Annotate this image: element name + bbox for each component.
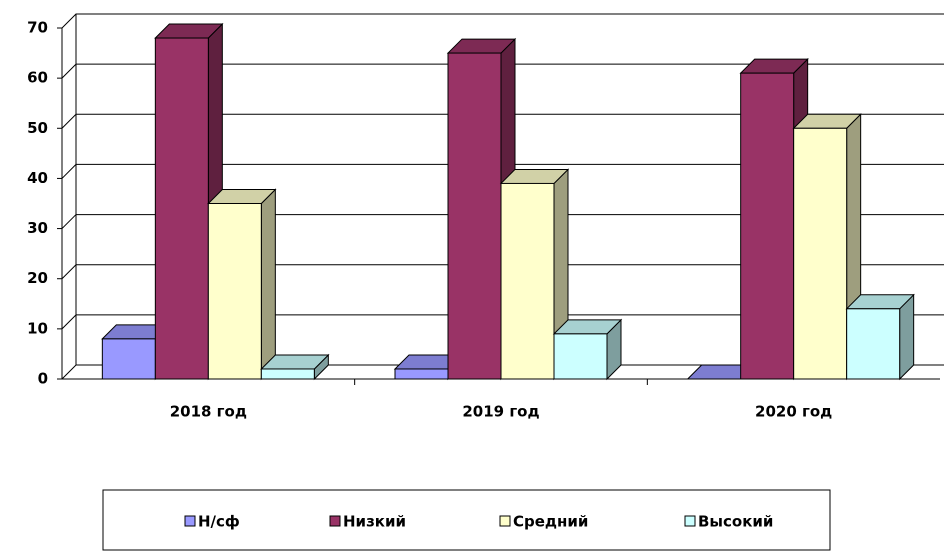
y-tick-label: 30 <box>27 219 48 237</box>
bar <box>207 203 262 380</box>
y-tick-label: 40 <box>27 169 48 187</box>
bar-group <box>552 318 623 381</box>
bar <box>500 182 555 380</box>
y-tick-label: 70 <box>27 19 48 37</box>
y-tick-label: 20 <box>27 269 48 287</box>
grid-line <box>61 63 944 79</box>
legend-swatch <box>329 515 341 527</box>
bar <box>101 338 156 380</box>
x-tick-label: 2020 год <box>755 403 832 421</box>
bar <box>740 72 795 380</box>
legend-swatch <box>684 515 696 527</box>
bar-side <box>899 293 915 381</box>
grid-line <box>61 364 944 380</box>
bar-group <box>446 37 517 381</box>
legend-label: Средний <box>513 513 588 531</box>
legend-swatch <box>184 515 196 527</box>
bar <box>260 368 315 380</box>
bar <box>793 127 848 380</box>
legend-label: Н/сф <box>198 513 240 531</box>
legend-label: Низкий <box>343 513 406 531</box>
grid-line <box>61 314 944 330</box>
grid-line <box>61 163 944 179</box>
x-tick-label: 2018 год <box>170 403 247 421</box>
bar-group <box>207 188 277 381</box>
y-tick-label: 50 <box>27 119 48 137</box>
legend-label: Высокий <box>698 513 773 531</box>
bar <box>553 333 608 380</box>
bar <box>846 308 901 380</box>
grid-line <box>61 113 944 129</box>
bar-group <box>845 293 915 381</box>
grid-line <box>61 214 944 229</box>
y-tick-label: 60 <box>27 69 48 87</box>
bar-group <box>260 353 330 381</box>
legend-box <box>102 489 831 551</box>
legend-swatch <box>499 515 511 527</box>
bar <box>447 52 502 380</box>
x-tick-label: 2019 год <box>462 403 539 421</box>
y-tick-label: 10 <box>27 319 48 337</box>
y-tick-label: 0 <box>38 370 48 388</box>
grid-line <box>61 264 944 280</box>
bar-side <box>260 188 276 381</box>
grid-line <box>61 13 944 29</box>
bar <box>394 368 449 380</box>
bar <box>154 37 209 380</box>
